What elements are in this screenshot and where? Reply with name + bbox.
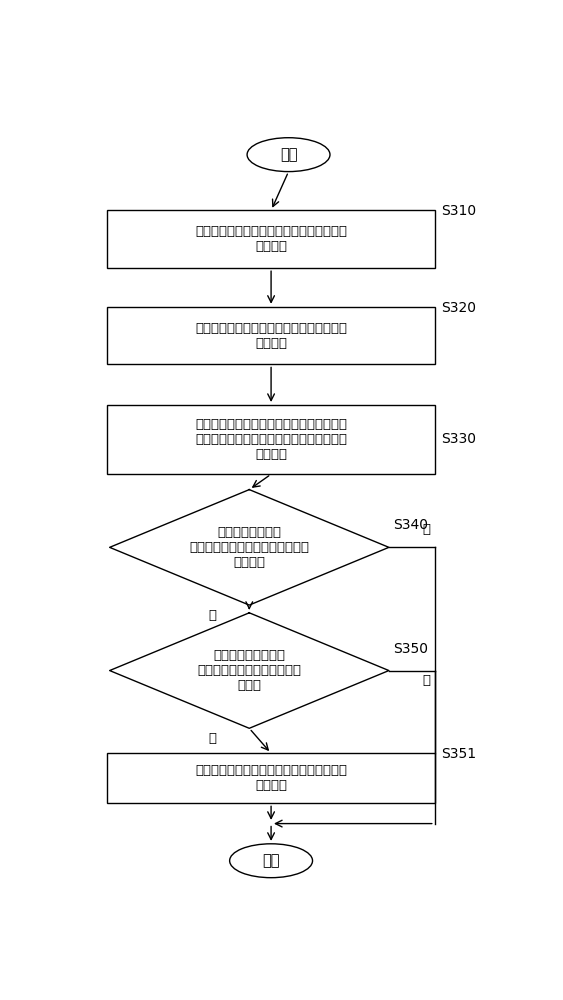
Text: 接收所述收费员手持终端发送的所述车辆的
出车信息: 接收所述收费员手持终端发送的所述车辆的 出车信息 — [195, 322, 347, 350]
Bar — [108, 405, 435, 474]
Text: 生成更正记录，将所述更正记录发送至所述
第二终端: 生成更正记录，将所述更正记录发送至所述 第二终端 — [195, 764, 347, 792]
Text: 判断是否从查找到
的所述停车照片中提取出第二车辆
标志信息: 判断是否从查找到 的所述停车照片中提取出第二车辆 标志信息 — [189, 526, 309, 569]
Text: 开始: 开始 — [280, 147, 297, 162]
Text: 是: 是 — [208, 609, 216, 622]
Text: 判断所述第一车辆标
志信息与第二车辆标志信息是
否一致: 判断所述第一车辆标 志信息与第二车辆标志信息是 否一致 — [197, 649, 301, 692]
Text: 否: 否 — [208, 732, 216, 745]
Bar — [108, 307, 435, 364]
Text: S310: S310 — [441, 204, 476, 218]
Text: 接收所述收费员手持终端发送的所述车辆的
进车信息: 接收所述收费员手持终端发送的所述车辆的 进车信息 — [195, 225, 347, 253]
Text: 从停车记录表记录的多条车辆记录中，查找
其中一条车辆记录的第一车辆标志信息以及
停车照片: 从停车记录表记录的多条车辆记录中，查找 其中一条车辆记录的第一车辆标志信息以及 … — [195, 418, 347, 461]
Text: S351: S351 — [441, 747, 476, 761]
Text: S320: S320 — [441, 301, 476, 315]
Text: 结束: 结束 — [262, 853, 280, 868]
Text: S350: S350 — [393, 642, 428, 656]
Text: 是: 是 — [422, 674, 430, 687]
Bar — [108, 210, 435, 268]
Text: S340: S340 — [393, 518, 428, 532]
Text: 否: 否 — [422, 523, 430, 536]
Text: S330: S330 — [441, 432, 476, 446]
Bar — [108, 753, 435, 803]
